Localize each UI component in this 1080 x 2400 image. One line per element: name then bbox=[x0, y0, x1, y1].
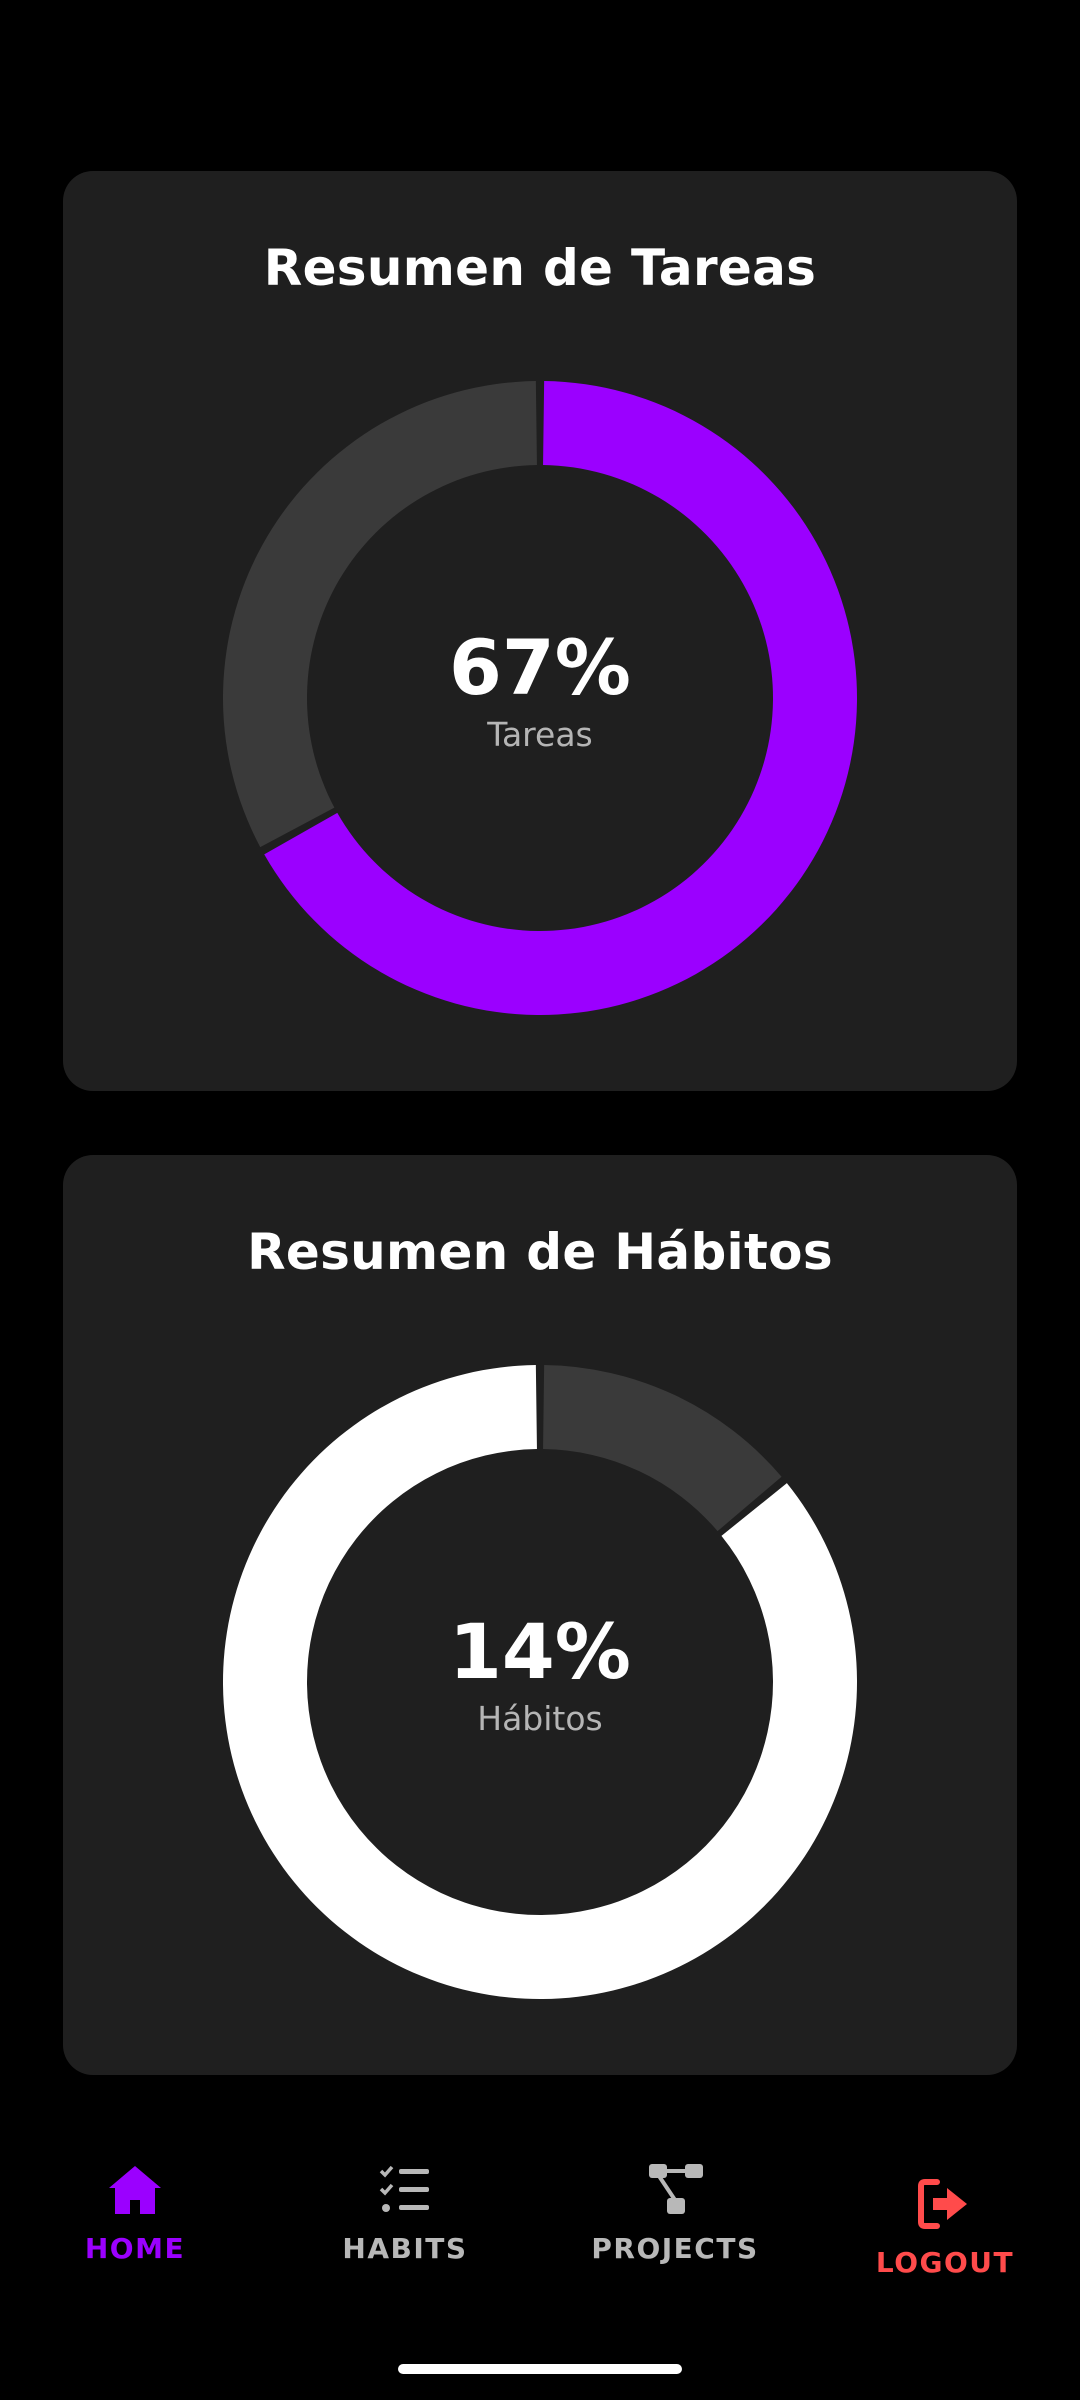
nav-item-logout[interactable]: LOGOUT bbox=[845, 2140, 1045, 2290]
home-icon bbox=[109, 2166, 161, 2214]
tasks-percent: 67% bbox=[449, 623, 631, 712]
checklist-icon bbox=[379, 2165, 429, 2212]
habits-center-label: Hábitos bbox=[477, 1699, 603, 1738]
habits-summary-title: Resumen de Hábitos bbox=[247, 1223, 833, 1281]
hierarchy-icon bbox=[649, 2164, 703, 2214]
logout-icon bbox=[918, 2179, 967, 2229]
tasks-donut-chart bbox=[223, 381, 857, 1015]
nav-label-habits: HABITS bbox=[342, 2232, 468, 2265]
nav-item-projects[interactable]: PROJECTS bbox=[575, 2140, 775, 2290]
nav-item-home[interactable]: HOME bbox=[35, 2140, 235, 2290]
tasks-center-label: Tareas bbox=[487, 715, 593, 754]
nav-item-habits[interactable]: HABITS bbox=[305, 2140, 505, 2290]
nav-label-home: HOME bbox=[84, 2232, 186, 2265]
habits-percent: 14% bbox=[449, 1607, 631, 1696]
habits-donut-chart bbox=[223, 1365, 857, 1999]
donut-slice-completed bbox=[543, 1365, 782, 1532]
tasks-summary-card: Resumen de Tareas 67% Tareas bbox=[63, 171, 1017, 1091]
home-indicator-bar bbox=[398, 2364, 682, 2374]
bottom-navigation: HOME HABITS PROJECTS bbox=[0, 2140, 1080, 2300]
tasks-summary-title: Resumen de Tareas bbox=[263, 239, 817, 297]
habits-summary-card: Resumen de Hábitos 14% Hábitos bbox=[63, 1155, 1017, 2075]
nav-label-projects: PROJECTS bbox=[591, 2232, 759, 2265]
nav-label-logout: LOGOUT bbox=[875, 2246, 1015, 2279]
donut-slice-remaining bbox=[223, 381, 537, 848]
